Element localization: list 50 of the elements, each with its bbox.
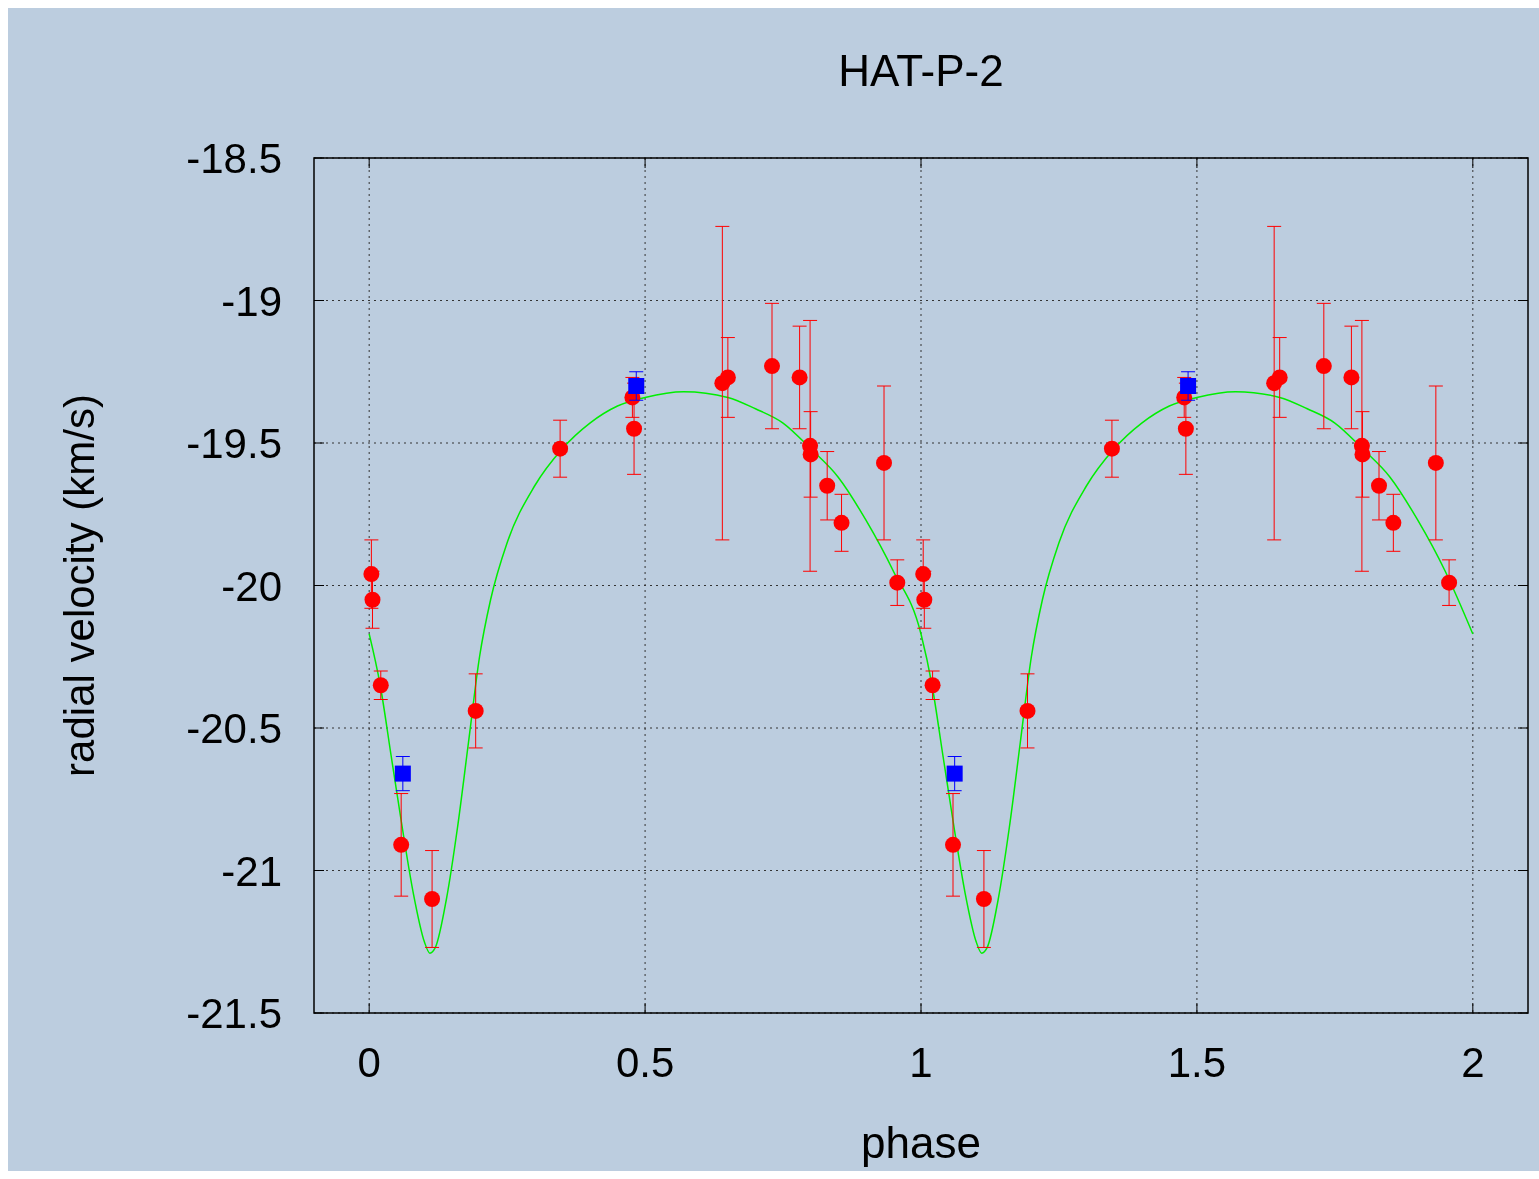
point — [628, 378, 645, 394]
y-axis-title: radial velocity (km/s) — [56, 394, 103, 777]
point — [467, 702, 484, 719]
chart-title: HAT-P-2 — [838, 46, 1004, 95]
point — [1271, 369, 1288, 386]
point — [946, 765, 963, 782]
point — [1177, 420, 1194, 437]
y-tick-label: -21.5 — [186, 990, 282, 1037]
point — [915, 566, 932, 583]
point — [1441, 574, 1458, 591]
y-tick-label: -21 — [221, 847, 282, 895]
point — [1371, 477, 1388, 494]
point — [889, 574, 906, 591]
point — [372, 677, 389, 694]
point — [364, 591, 381, 608]
y-tick-label: -20 — [221, 562, 282, 610]
x-tick-label: 2 — [1461, 1039, 1485, 1086]
point — [394, 765, 411, 782]
y-tick-label: -20.5 — [186, 705, 282, 752]
point — [1385, 514, 1402, 531]
x-tick-label: 1 — [909, 1039, 933, 1086]
point — [876, 454, 893, 471]
point — [764, 358, 781, 375]
x-tick-label: 0 — [357, 1039, 381, 1086]
point — [626, 420, 643, 437]
point — [363, 566, 380, 583]
point — [945, 836, 962, 853]
point — [393, 836, 410, 853]
point — [552, 440, 569, 457]
x-axis-title: phase — [861, 1118, 981, 1167]
x-tick-label: 1.5 — [1167, 1039, 1227, 1086]
y-tick-label: -19 — [221, 277, 282, 325]
point — [719, 369, 736, 386]
point — [791, 369, 808, 386]
point — [819, 477, 836, 494]
y-tick-label: -18.5 — [186, 135, 282, 182]
point — [916, 591, 933, 608]
point — [1343, 369, 1360, 386]
line-series — [368, 390, 1474, 954]
point — [1427, 454, 1444, 471]
point — [1180, 378, 1197, 394]
point — [1019, 702, 1036, 719]
point — [1315, 358, 1332, 375]
point — [833, 514, 850, 531]
point — [975, 891, 992, 907]
x-tick-label: 0.5 — [615, 1039, 675, 1086]
point — [924, 677, 941, 694]
y-tick-label: -19.5 — [186, 420, 282, 467]
point — [1103, 440, 1120, 457]
point — [424, 891, 441, 907]
